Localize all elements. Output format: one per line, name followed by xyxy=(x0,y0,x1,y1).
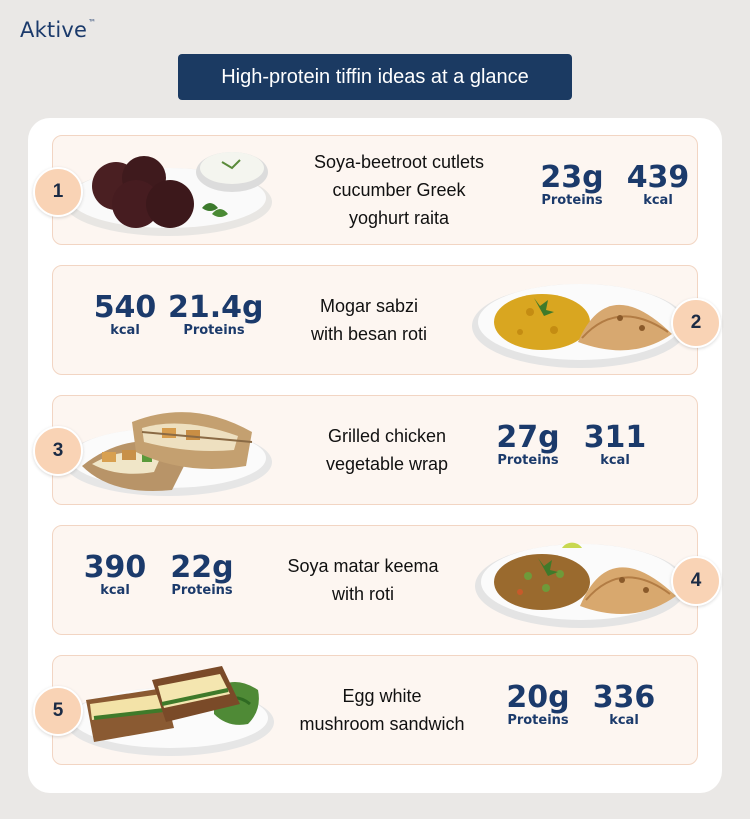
protein-value: 21.4g xyxy=(168,290,264,325)
kcal-stat-3: 311 kcal xyxy=(575,422,655,468)
kcal-label: kcal xyxy=(600,453,630,468)
card-number-badge-5: 5 xyxy=(33,686,83,736)
kcal-label: kcal xyxy=(609,713,639,728)
kcal-label: kcal xyxy=(643,193,673,208)
dish-line: with besan roti xyxy=(310,324,428,344)
kcal-stat-5: 336 kcal xyxy=(584,682,664,728)
soya-keema-roti-image xyxy=(475,542,687,628)
dish-line: vegetable wrap xyxy=(325,454,449,474)
chicken-wrap-image xyxy=(64,412,272,496)
dish-name-1: Soya-beetroot cutlets cucumber Greek yog… xyxy=(282,148,516,232)
kcal-value: 540 xyxy=(93,290,157,325)
protein-label: Proteins xyxy=(497,453,559,468)
dish-name-2: Mogar sabzi with besan roti xyxy=(282,292,456,348)
dish-name-4: Soya matar keema with roti xyxy=(268,552,458,608)
card-number-badge-2: 2 xyxy=(671,298,721,348)
dish-line: Egg white xyxy=(342,686,422,706)
protein-label: Proteins xyxy=(541,193,603,208)
protein-stat-3: 27g Proteins xyxy=(488,422,568,468)
page-title: High-protein tiffin ideas at a glance xyxy=(178,54,572,100)
brand-mark: ™ xyxy=(88,18,97,27)
protein-stat-5: 20g Proteins xyxy=(498,682,578,728)
dish-line: mushroom sandwich xyxy=(299,714,465,734)
kcal-value: 390 xyxy=(83,550,147,585)
protein-stat-2: 21.4g Proteins xyxy=(168,290,264,338)
protein-value: 27g xyxy=(496,420,560,455)
protein-label: Proteins xyxy=(171,583,233,598)
card-number-badge-3: 3 xyxy=(33,426,83,476)
protein-stat-1: 23g Proteins xyxy=(532,162,612,208)
protein-value: 20g xyxy=(506,680,570,715)
kcal-value: 336 xyxy=(592,680,656,715)
kcal-label: kcal xyxy=(100,583,130,598)
dish-line: cucumber Greek xyxy=(332,180,466,200)
protein-label: Proteins xyxy=(507,713,569,728)
dish-name-5: Egg white mushroom sandwich xyxy=(278,682,486,738)
card-number-badge-4: 4 xyxy=(671,556,721,606)
card-number-badge-1: 1 xyxy=(33,167,83,217)
egg-sandwich-image xyxy=(66,666,274,756)
kcal-stat-1: 439 kcal xyxy=(618,162,698,208)
protein-value: 22g xyxy=(170,550,234,585)
protein-stat-4: 22g Proteins xyxy=(162,552,242,598)
dish-name-3: Grilled chicken vegetable wrap xyxy=(298,422,476,478)
dish-line: with roti xyxy=(331,584,394,604)
kcal-label: kcal xyxy=(110,323,140,338)
brand-logo: Aktive™ xyxy=(20,18,96,42)
protein-value: 23g xyxy=(540,160,604,195)
dish-line: Grilled chicken xyxy=(327,426,447,446)
dish-line: Soya matar keema xyxy=(287,556,439,576)
kcal-value: 439 xyxy=(626,160,690,195)
kcal-stat-4: 390 kcal xyxy=(75,552,155,598)
kcal-stat-2: 540 kcal xyxy=(85,292,165,338)
protein-label: Proteins xyxy=(183,323,245,338)
dish-line: Mogar sabzi xyxy=(319,296,419,316)
dish-line: Soya-beetroot cutlets xyxy=(313,152,485,172)
dish-line: yoghurt raita xyxy=(348,208,450,228)
cutlets-raita-image xyxy=(64,152,272,236)
brand-name: Aktive xyxy=(20,18,88,42)
kcal-value: 311 xyxy=(583,420,647,455)
mogar-sabzi-roti-image xyxy=(472,284,688,368)
